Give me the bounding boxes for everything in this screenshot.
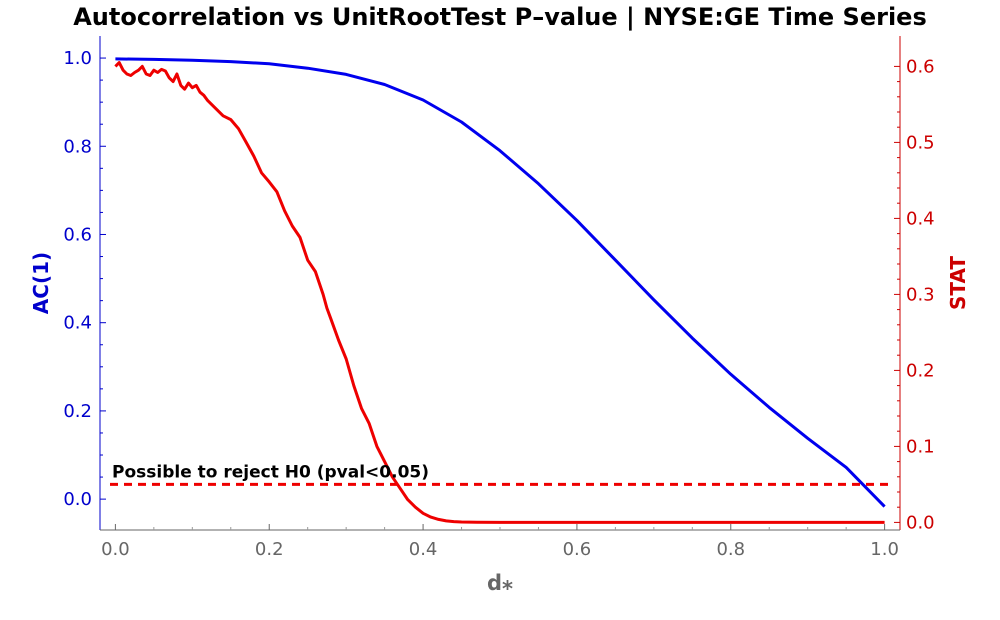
y-right-tick-label: 0.6 (906, 56, 935, 77)
y-axis-right-label: STAT (946, 256, 970, 310)
x-tick-label: 0.2 (255, 539, 284, 560)
y-right-tick-label: 0.5 (906, 132, 935, 153)
y-left-tick-label: 0.2 (63, 401, 92, 422)
y-left-tick-label: 1.0 (63, 48, 92, 69)
stat-series-line (114, 61, 885, 524)
y-left-tick-label: 0.4 (63, 313, 92, 334)
y-left-tick-label: 0.0 (63, 489, 92, 510)
threshold-layer: Possible to reject H0 (pval<0.05) (110, 462, 890, 486)
y-right-tick-label: 0.4 (906, 208, 935, 229)
y-right-tick-label: 0.1 (906, 436, 935, 457)
chart-title: Autocorrelation vs UnitRootTest P–value … (73, 3, 927, 31)
x-tick-label: 1.0 (870, 539, 899, 560)
series-layer (114, 57, 886, 524)
y-left-tick-label: 0.6 (63, 224, 92, 245)
x-tick-label: 0.6 (563, 539, 592, 560)
threshold-label: Possible to reject H0 (pval<0.05) (112, 462, 429, 482)
y-right-tick-label: 0.0 (906, 512, 935, 533)
y-left-tick-label: 0.8 (63, 136, 92, 157)
y-right-tick-label: 0.2 (906, 360, 935, 381)
x-tick-label: 0.0 (101, 539, 130, 560)
ac1-series-line (115, 57, 886, 508)
x-axis-label: d⁎ (487, 571, 513, 595)
axes: 0.0 0.2 0.4 0.6 0.8 1.0 0.0 0.2 0.4 0.6 0.8 1.0 0.0 0… (63, 36, 935, 560)
y-axis-left-label: AC(1) (29, 252, 53, 314)
y-right-tick-label: 0.3 (906, 284, 935, 305)
x-tick-label: 0.4 (409, 539, 438, 560)
x-tick-label: 0.8 (716, 539, 745, 560)
